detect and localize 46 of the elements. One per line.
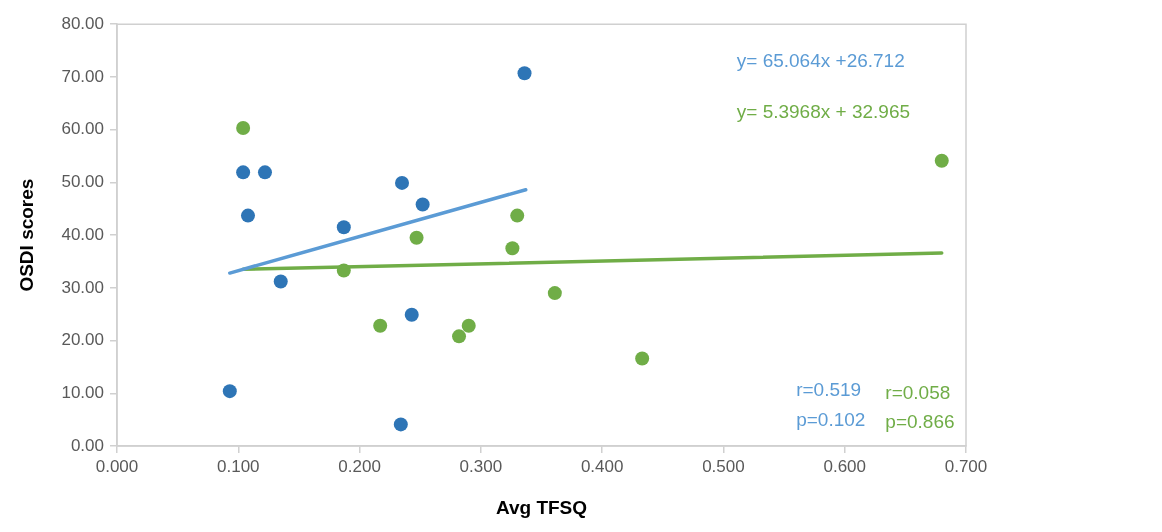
y-tick-label: 0.00 xyxy=(70,435,104,455)
y-tick-label: 10.00 xyxy=(61,382,104,402)
y-tick-label: 50.00 xyxy=(61,172,104,192)
point xyxy=(404,307,419,322)
point xyxy=(934,153,949,168)
point xyxy=(415,197,430,212)
y-tick-label: 20.00 xyxy=(61,330,104,350)
point xyxy=(236,121,251,136)
point xyxy=(240,208,255,223)
point xyxy=(373,318,388,333)
annotation: y= 65.064x +26.712 xyxy=(736,50,905,72)
x-tick-label: 0.400 xyxy=(580,456,624,476)
x-axis-title: Avg TFSQ xyxy=(495,496,588,518)
point xyxy=(395,175,410,190)
point xyxy=(273,274,288,289)
x-tick-label: 0.000 xyxy=(95,456,139,476)
point xyxy=(393,417,408,432)
point xyxy=(257,165,272,180)
point xyxy=(505,241,520,256)
annotation: r=0.058 xyxy=(885,381,951,403)
y-axis-title: OSDI scores xyxy=(15,178,37,292)
y-tick-label: 70.00 xyxy=(61,66,104,86)
annotation: p=0.866 xyxy=(885,411,955,433)
y-tick-label: 40.00 xyxy=(61,224,104,244)
point xyxy=(635,351,650,366)
x-tick-label: 0.100 xyxy=(217,456,260,476)
x-tick-label: 0.300 xyxy=(459,456,503,476)
annotation: p=0.102 xyxy=(796,408,866,430)
point xyxy=(336,220,351,235)
annotation: y= 5.3968x + 32.965 xyxy=(736,101,911,123)
point xyxy=(547,286,562,301)
x-tick-label: 0.500 xyxy=(702,456,745,476)
annotation: r=0.519 xyxy=(796,379,862,401)
x-tick-label: 0.600 xyxy=(823,456,866,476)
y-tick-label: 80.00 xyxy=(61,13,104,33)
y-tick-label: 60.00 xyxy=(61,119,104,139)
point xyxy=(452,329,467,344)
point xyxy=(461,318,476,333)
x-tick-label: 0.700 xyxy=(944,456,988,476)
point xyxy=(236,165,251,180)
point xyxy=(409,230,424,245)
point xyxy=(510,208,525,223)
point xyxy=(222,384,237,399)
point xyxy=(517,66,532,81)
x-tick-label: 0.200 xyxy=(338,456,381,476)
y-tick-label: 30.00 xyxy=(61,277,104,297)
